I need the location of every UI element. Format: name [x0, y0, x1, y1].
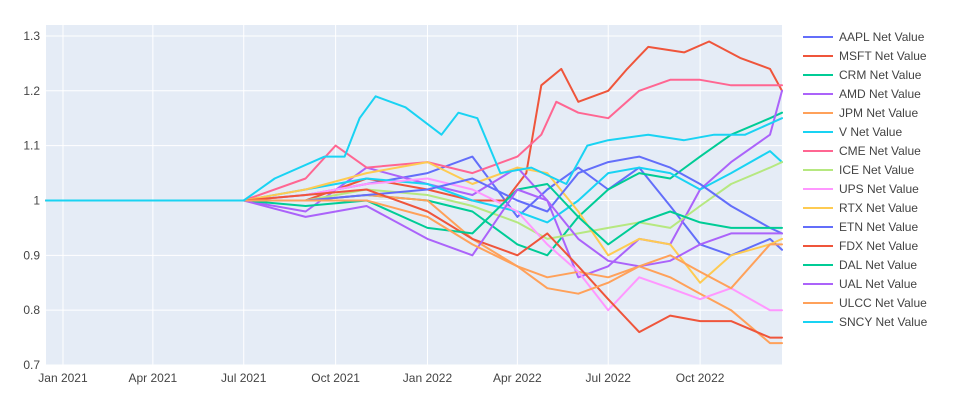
legend-item-rtx[interactable]: RTX Net Value	[803, 201, 918, 215]
legend-label: SNCY Net Value	[839, 315, 928, 329]
legend-item-amd[interactable]: AMD Net Value	[803, 87, 921, 101]
x-tick-label: Jan 2021	[38, 371, 88, 385]
y-axis-ticks: 0.7 0.8 0.9 1 1.1 1.2 1.3	[23, 29, 40, 372]
legend-item-ual[interactable]: UAL Net Value	[803, 277, 917, 291]
legend-label: AAPL Net Value	[839, 30, 925, 44]
legend-item-etn[interactable]: ETN Net Value	[803, 220, 918, 234]
legend-label: DAL Net Value	[839, 258, 917, 272]
legend-item-v[interactable]: V Net Value	[803, 125, 902, 139]
x-tick-label: Apr 2021	[129, 371, 178, 385]
legend-item-aapl[interactable]: AAPL Net Value	[803, 30, 925, 44]
legend-label: UPS Net Value	[839, 182, 919, 196]
legend-item-fdx[interactable]: FDX Net Value	[803, 239, 918, 253]
grid-lines	[46, 25, 782, 366]
legend-label: JPM Net Value	[839, 106, 918, 120]
legend[interactable]: AAPL Net Value MSFT Net Value CRM Net Valu…	[803, 30, 928, 329]
series-line-etn	[45, 155, 783, 235]
plot-background	[46, 25, 782, 365]
series-line-cme	[45, 78, 783, 202]
legend-label: UAL Net Value	[839, 277, 917, 291]
legend-label: RTX Net Value	[839, 201, 918, 215]
x-tick-label: Oct 2021	[311, 371, 360, 385]
x-tick-label: Apr 2022	[493, 371, 542, 385]
series-line-dal	[45, 183, 783, 246]
legend-label: MSFT Net Value	[839, 49, 927, 63]
legend-item-ulcc[interactable]: ULCC Net Value	[803, 296, 927, 310]
legend-item-ups[interactable]: UPS Net Value	[803, 182, 919, 196]
legend-label: CRM Net Value	[839, 68, 922, 82]
x-tick-label: Oct 2022	[676, 371, 725, 385]
legend-item-sncy[interactable]: SNCY Net Value	[803, 315, 928, 329]
y-tick-label: 0.9	[23, 248, 40, 262]
legend-label: AMD Net Value	[839, 87, 921, 101]
legend-label: ETN Net Value	[839, 220, 918, 234]
y-tick-label: 1.2	[23, 84, 40, 98]
series-line-v	[45, 150, 783, 224]
legend-item-crm[interactable]: CRM Net Value	[803, 68, 922, 82]
x-tick-label: Jul 2021	[221, 371, 267, 385]
x-tick-label: Jan 2022	[403, 371, 453, 385]
series-line-ups	[45, 177, 783, 312]
legend-label: ICE Net Value	[839, 163, 914, 177]
y-tick-label: 0.8	[23, 303, 40, 317]
series-line-ual	[45, 188, 783, 268]
y-tick-label: 1	[33, 193, 40, 207]
legend-item-msft[interactable]: MSFT Net Value	[803, 49, 927, 63]
y-tick-label: 1.1	[23, 139, 40, 153]
y-tick-label: 1.3	[23, 29, 40, 43]
x-tick-label: Jul 2022	[586, 371, 632, 385]
series-line-fdx	[45, 188, 783, 339]
legend-item-jpm[interactable]: JPM Net Value	[803, 106, 918, 120]
legend-label: ULCC Net Value	[839, 296, 927, 310]
legend-label: FDX Net Value	[839, 239, 918, 253]
y-tick-label: 0.7	[23, 358, 40, 372]
x-axis-ticks: Jan 2021 Apr 2021 Jul 2021 Oct 2021 Jan 2022…	[38, 371, 725, 385]
legend-label: V Net Value	[839, 125, 902, 139]
series-line-sncy	[45, 95, 783, 202]
legend-item-ice[interactable]: ICE Net Value	[803, 163, 914, 177]
series-line-ulcc	[45, 199, 783, 295]
series-lines	[45, 40, 783, 345]
legend-item-cme[interactable]: CME Net Value	[803, 144, 921, 158]
legend-label: CME Net Value	[839, 144, 921, 158]
legend-item-dal[interactable]: DAL Net Value	[803, 258, 917, 272]
